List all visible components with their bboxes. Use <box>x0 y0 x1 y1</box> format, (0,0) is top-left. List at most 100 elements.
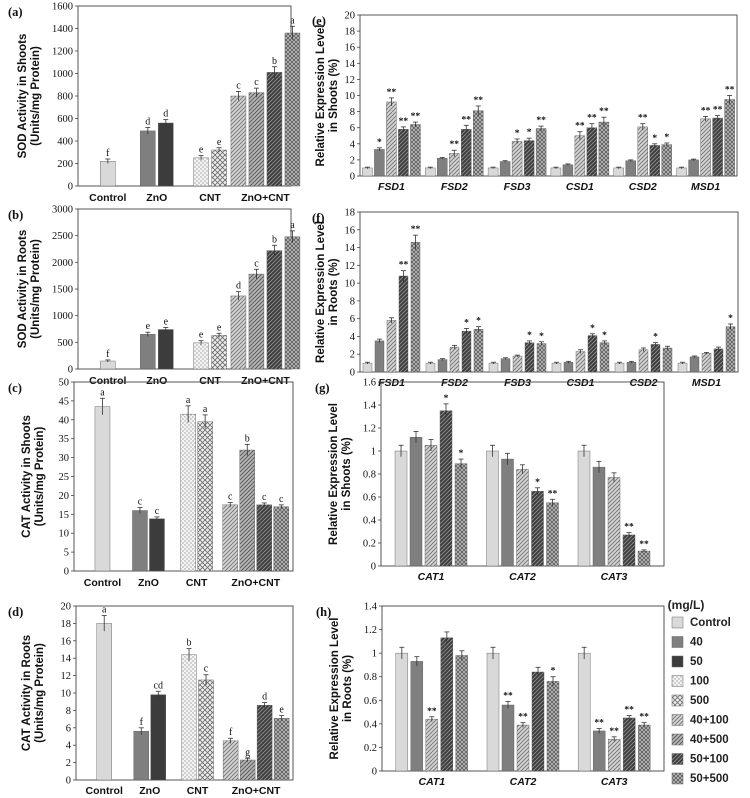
panel-label: (b) <box>8 208 23 222</box>
bar <box>614 362 625 373</box>
bar <box>437 359 448 373</box>
y-tick-label: 1600 <box>52 2 73 13</box>
y-tick-label: 20 <box>345 11 356 22</box>
bar <box>158 329 174 370</box>
category-label: MSD1 <box>691 181 720 193</box>
significance-label: * <box>590 324 595 334</box>
bar <box>362 167 373 177</box>
significance-label: ** <box>536 116 546 126</box>
bar <box>637 550 651 567</box>
legend-swatch <box>671 714 684 726</box>
bar <box>625 160 636 177</box>
y-axis-title-line: (Units/mg Protein) <box>34 643 46 743</box>
significance-label: ** <box>638 114 648 124</box>
y-tick-label: 0.2 <box>363 539 376 550</box>
bar <box>284 32 301 187</box>
y-tick-label: 12 <box>345 75 356 86</box>
chart-panel-c: 0 5 10 15 20 25 30 35 40 45 50 (c) CAT Activity in S… <box>8 378 294 589</box>
bar <box>712 117 723 177</box>
bar <box>284 236 301 370</box>
significance-label: ** <box>503 691 513 701</box>
category-label: CSD1 <box>566 181 594 193</box>
bar <box>473 110 484 177</box>
significance-label: f <box>106 349 110 360</box>
y-tick-label: 1500 <box>52 285 73 296</box>
y-axis-title-line: SOD Activity in Shoots <box>17 34 29 159</box>
y-axis-title-line: CAT Activity in Shoots <box>21 415 33 538</box>
bar <box>158 122 174 187</box>
category-label: ZnO+CNT <box>231 577 280 589</box>
bar <box>193 342 209 370</box>
legend-label: 40+500 <box>690 734 729 746</box>
y-tick-label: 15 <box>59 510 70 521</box>
y-axis-title: CAT Activity in Roots(Units/mg Protein) <box>21 635 46 751</box>
category-label: CAT1 <box>419 776 446 788</box>
y-tick-label: 10 <box>345 279 356 290</box>
bar <box>676 167 687 177</box>
category-label: CSD2 <box>629 181 657 193</box>
y-axis-title: Relative Expression Levelin Shoots (%) <box>315 25 340 167</box>
significance-label: ** <box>450 140 460 150</box>
bar <box>273 506 289 572</box>
significance-label: ** <box>599 107 609 117</box>
y-tick-label: 800 <box>57 92 73 103</box>
y-axis-title: Relative Expression Levelin Roots (%) <box>329 618 354 760</box>
legend-swatch <box>671 694 684 707</box>
bar <box>140 334 156 370</box>
y-tick-label: 20 <box>61 602 72 613</box>
bar <box>626 362 637 373</box>
y-tick-label: 3000 <box>52 205 73 216</box>
category-label: Control <box>84 577 121 589</box>
y-tick-label: 1.4 <box>363 401 377 412</box>
category-label: FSD2 <box>441 377 468 389</box>
bar <box>410 124 421 177</box>
bar <box>516 469 529 567</box>
y-axis-title-line: SOD Activity in Roots <box>17 230 29 348</box>
bar <box>701 353 712 373</box>
legend-swatch <box>671 616 684 629</box>
significance-label: * <box>602 331 607 341</box>
category-label: FSD2 <box>441 181 468 193</box>
y-tick-label: 500 <box>57 338 73 349</box>
bar <box>524 342 535 373</box>
bar <box>638 349 649 373</box>
chart-panel-h: 0 0.2 0.4 0.6 0.8 1 1.2 1.4 (h)Relative Expressi… <box>316 602 665 788</box>
bar <box>725 326 736 373</box>
bar <box>473 329 484 373</box>
legend-swatch <box>671 772 684 785</box>
bar <box>577 652 591 772</box>
significance-label: c <box>155 506 160 517</box>
bar <box>607 738 621 772</box>
y-tick-label: 8 <box>350 296 355 307</box>
y-tick-label: 1.2 <box>363 424 376 435</box>
category-label: ZnO+CNT <box>232 785 281 797</box>
bar <box>386 101 397 177</box>
significance-label: ** <box>609 727 619 737</box>
bar <box>193 157 209 187</box>
bar <box>724 99 735 177</box>
category-label: Control <box>89 192 126 204</box>
y-tick-label: 1.2 <box>364 625 377 636</box>
y-tick-label: 0.6 <box>364 696 377 707</box>
bar <box>440 637 454 772</box>
bar <box>149 518 165 572</box>
significance-label: e <box>217 137 222 148</box>
bar <box>230 95 247 187</box>
bar <box>613 167 624 177</box>
significance-label: e <box>217 322 222 333</box>
significance-label: b <box>272 234 277 245</box>
bar <box>197 421 213 572</box>
significance-label: a <box>290 220 295 231</box>
significance-label: c <box>204 664 209 675</box>
y-tick-label: 0 <box>372 767 377 778</box>
significance-label: * <box>664 133 669 143</box>
y-tick-label: 2500 <box>52 231 73 242</box>
y-tick-label: 2000 <box>52 258 73 269</box>
significance-label: ** <box>411 225 421 235</box>
bar <box>150 694 166 781</box>
y-tick-label: 1000 <box>52 311 73 322</box>
panel-label: (f) <box>312 211 325 225</box>
significance-label: ** <box>462 115 472 125</box>
bar <box>531 491 544 567</box>
